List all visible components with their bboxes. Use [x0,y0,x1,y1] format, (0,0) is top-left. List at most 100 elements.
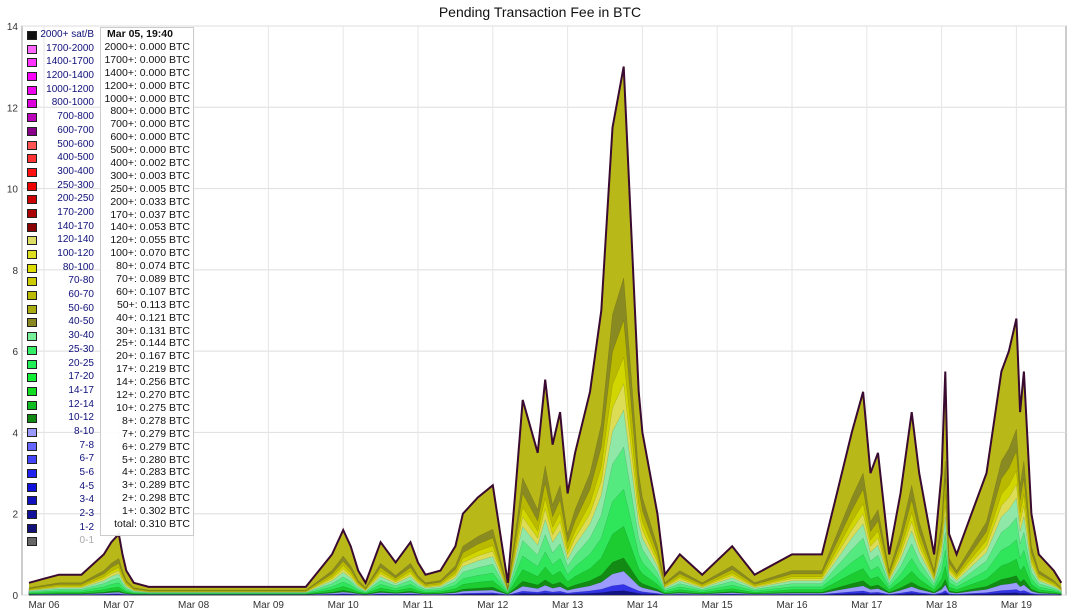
legend-swatch [27,31,37,40]
legend-item[interactable]: 60-70 [24,289,96,303]
legend-item[interactable]: 2-3 [24,508,96,522]
area-band-5-6 [28,584,1062,596]
legend-item[interactable]: 70-80 [24,275,96,289]
y-tick-label: 0 [12,591,18,602]
tooltip-row: 7+: 0.279 BTC [122,427,190,440]
legend-item[interactable]: 30-40 [24,330,96,344]
legend-item[interactable]: 700-800 [24,111,96,125]
legend-swatch [27,140,37,150]
legend-swatch [27,332,37,342]
area-band-1-2 [28,590,1062,596]
tooltip-row: 120+: 0.055 BTC [110,234,190,247]
legend-swatch [27,345,37,355]
legend-item[interactable]: 17-20 [24,371,96,385]
legend-label: 25-30 [68,343,94,355]
tooltip-row: 6+: 0.279 BTC [122,440,190,453]
tooltip-rows: 2000+: 0.000 BTC 1700+: 0.000 BTC 1400+: 0… [101,41,193,531]
tooltip-row: 3+: 0.289 BTC [122,479,190,492]
x-tick-label: Mar 14 [627,600,659,611]
legend-item[interactable]: 300-400 [24,166,96,180]
tooltip-row: 170+: 0.037 BTC [110,208,190,221]
legend-swatch [27,414,37,424]
legend-swatch [27,167,37,177]
y-tick-label: 6 [12,347,18,358]
x-axis: Mar 06 Mar 07 Mar 08 Mar 09 Mar 10 Mar 11 Mar … [28,600,1032,611]
legend-item[interactable]: 25-30 [24,344,96,358]
legend-swatch [27,208,37,218]
legend-item[interactable]: 2000+ sat/B [24,29,96,43]
legend-label: 300-400 [57,165,94,177]
legend-item[interactable]: 1-2 [24,522,96,536]
legend-swatch [27,318,37,328]
legend-item[interactable]: 800-1000 [24,97,96,111]
legend-swatch [27,537,37,547]
legend-label: 50-60 [68,302,94,314]
tooltip-row: 1200+: 0.000 BTC [104,79,190,92]
legend-item[interactable]: 120-140 [24,234,96,248]
legend-item[interactable]: 170-200 [24,207,96,221]
legend-label: 2000+ sat/B [40,29,94,40]
legend-swatch [27,373,37,383]
legend-swatch [27,496,37,506]
legend-item[interactable]: 1200-1400 [24,70,96,84]
legend-item[interactable]: 8-10 [24,426,96,440]
legend-item[interactable]: 500-600 [24,139,96,153]
y-axis: 0 2 4 6 8 10 12 14 [7,22,19,602]
legend-swatch [27,359,37,369]
legend-item[interactable]: 6-7 [24,453,96,467]
tooltip-row: 4+: 0.283 BTC [122,466,190,479]
legend-label: 700-800 [57,111,94,123]
x-tick-label: Mar 09 [253,600,285,611]
tooltip-row: 800+: 0.000 BTC [110,105,190,118]
legend-item[interactable]: 7-8 [24,440,96,454]
tooltip-row: 600+: 0.000 BTC [110,131,190,144]
legend-item[interactable]: 5-6 [24,467,96,481]
legend-swatch [27,113,37,123]
tooltip-row: 8+: 0.278 BTC [122,414,190,427]
legend-label: 3-4 [79,494,94,506]
legend-item[interactable]: 4-5 [24,481,96,495]
y-tick-label: 12 [7,103,19,114]
legend-item[interactable]: 10-12 [24,412,96,426]
legend-item[interactable]: 1700-2000 [24,43,96,57]
legend-item[interactable]: 80-100 [24,262,96,276]
legend-item[interactable]: 3-4 [24,494,96,508]
tooltip-row: 1+: 0.302 BTC [122,505,190,518]
legend-item[interactable]: 40-50 [24,316,96,330]
legend-label: 6-7 [79,453,94,465]
legend-item[interactable]: 400-500 [24,152,96,166]
tooltip-row: 70+: 0.089 BTC [116,273,190,286]
x-tick-label: Mar 11 [403,600,434,611]
legend-item[interactable]: 140-170 [24,221,96,235]
tooltip-row: 40+: 0.121 BTC [116,311,190,324]
legend-item[interactable]: 12-14 [24,399,96,413]
legend-label: 14-17 [68,384,94,396]
legend-item[interactable]: 200-250 [24,193,96,207]
legend-label: 1000-1200 [46,83,94,95]
legend-label: 12-14 [68,398,94,410]
legend-swatch [27,523,37,533]
legend-item[interactable]: 250-300 [24,180,96,194]
legend-item[interactable]: 14-17 [24,385,96,399]
legend-swatch [27,263,37,273]
legend-label: 140-170 [57,220,94,232]
legend-label: 1200-1400 [46,70,94,82]
legend-item[interactable]: 0-1 [24,535,96,549]
legend-label: 5-6 [79,467,94,478]
legend-item[interactable]: 600-700 [24,125,96,139]
legend-item[interactable]: 1400-1700 [24,56,96,70]
tooltip-row: 5+: 0.280 BTC [122,453,190,466]
tooltip-row: 1000+: 0.000 BTC [104,92,190,105]
legend-label: 30-40 [68,330,94,342]
tooltip-row: 140+: 0.053 BTC [110,221,190,234]
legend-item[interactable]: 100-120 [24,248,96,262]
legend-item[interactable]: 20-25 [24,358,96,372]
legend-label: 20-25 [68,357,94,369]
legend-label: 400-500 [57,152,94,164]
legend-item[interactable]: 1000-1200 [24,84,96,98]
legend-label: 800-1000 [51,97,94,109]
legend-label: 60-70 [68,289,94,301]
legend-item[interactable]: 50-60 [24,303,96,317]
legend-swatch [27,126,37,136]
